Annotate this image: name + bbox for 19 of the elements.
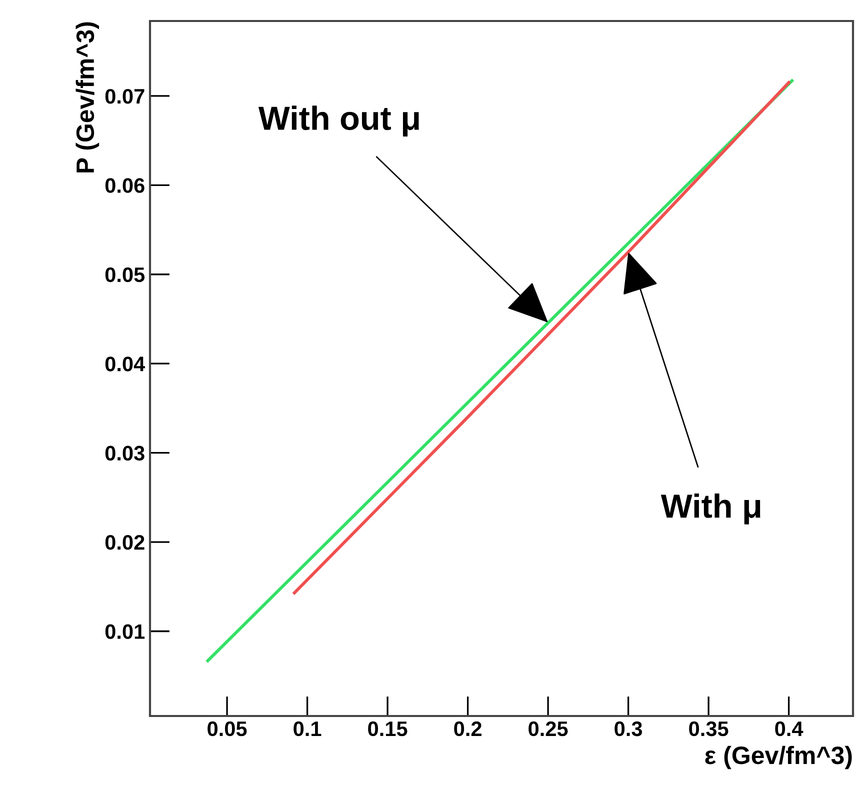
x-tick-label: 0.05 <box>208 721 247 736</box>
x-tick-label: 0.35 <box>689 721 728 736</box>
x-tick-label: 0.1 <box>294 721 322 736</box>
y-tick-label: 0.01 <box>105 624 145 639</box>
y-tick-label: 0.07 <box>105 88 144 104</box>
x-tick-label: 0.25 <box>528 721 568 736</box>
y-tick-label: 0.06 <box>105 178 144 193</box>
annotation: With μ <box>660 493 760 524</box>
x-tick-label: 0.15 <box>368 721 408 736</box>
annotation: With out μ <box>258 106 419 137</box>
y-tick-label: 0.05 <box>105 267 145 282</box>
y-tick-label: 0.03 <box>105 446 144 461</box>
y-tick-label: 0.04 <box>105 356 146 372</box>
x-tick-label: 0.2 <box>454 721 482 736</box>
x-tick-label: 0.4 <box>775 721 804 736</box>
y-axis-title: P (Gev/fm^3) <box>76 22 100 172</box>
x-axis-title: ε (Gev/fm^3) <box>705 746 852 770</box>
y-tick-label: 0.02 <box>105 535 144 550</box>
x-tick-label: 0.3 <box>614 721 642 736</box>
